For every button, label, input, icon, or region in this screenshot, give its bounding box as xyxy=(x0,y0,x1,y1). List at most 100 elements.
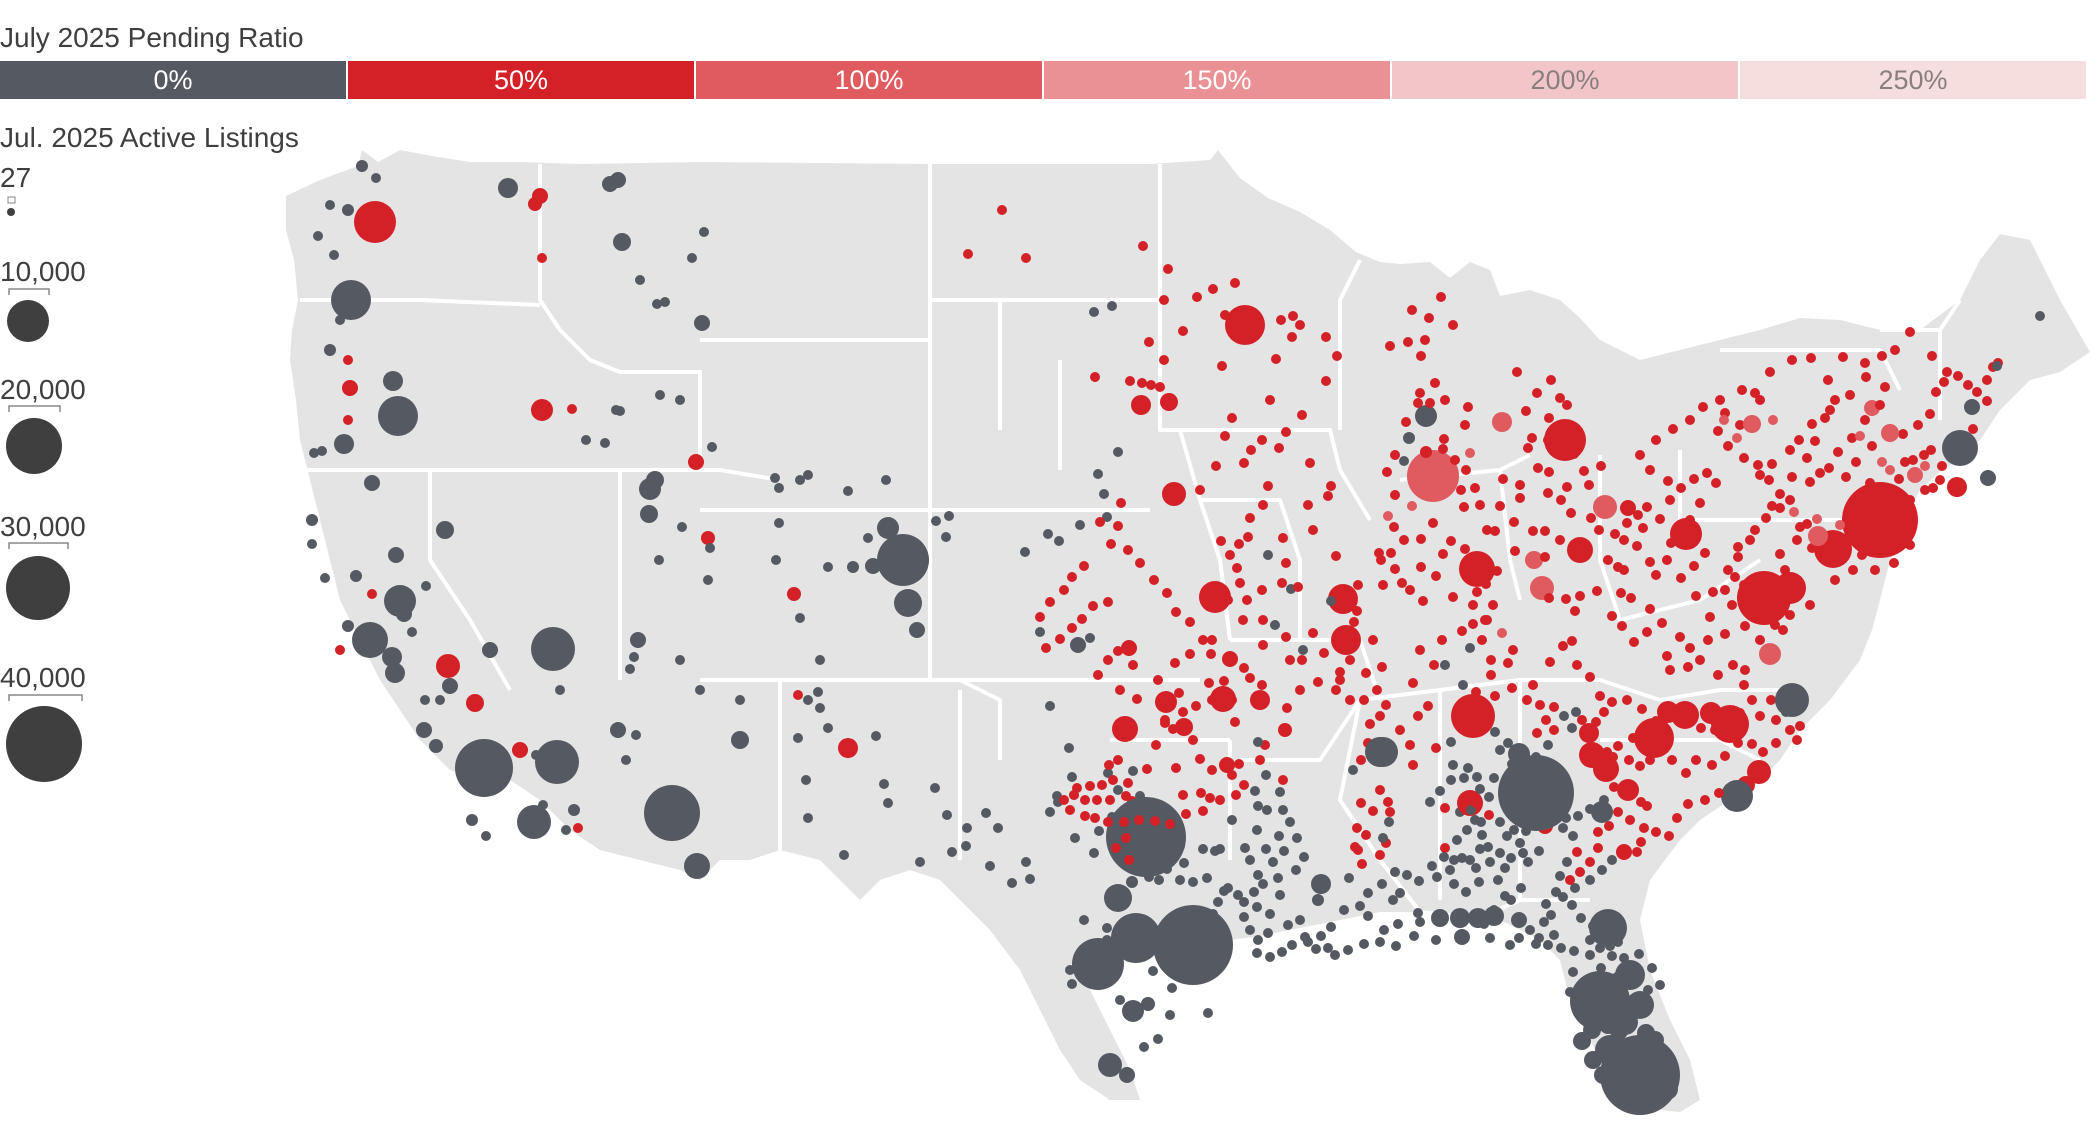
metro-bubble xyxy=(1523,857,1533,867)
metro-bubble xyxy=(1927,351,1937,361)
metro-bubble xyxy=(1275,890,1285,900)
metro-bubble xyxy=(962,823,972,833)
metro-bubble xyxy=(1493,875,1503,885)
metro-bubble xyxy=(1408,678,1418,688)
metro-bubble xyxy=(1475,844,1485,854)
metro-bubble xyxy=(1460,420,1470,430)
metro-bubble xyxy=(1584,480,1594,490)
metro-bubble xyxy=(1805,477,1815,487)
metro-bubble xyxy=(1485,933,1495,943)
metro-bubble xyxy=(1227,815,1237,825)
metro-bubble xyxy=(1142,764,1152,774)
metro-bubble xyxy=(1105,795,1115,805)
metro-bubble xyxy=(1132,694,1142,704)
metro-bubble xyxy=(1279,846,1289,856)
metro-bubble xyxy=(1418,596,1428,606)
metro-bubble xyxy=(1450,908,1470,928)
metro-bubble xyxy=(1407,501,1417,511)
metro-bubble xyxy=(1308,628,1318,638)
metro-bubble xyxy=(420,695,430,705)
metro-bubble xyxy=(1323,491,1333,501)
metro-bubble xyxy=(735,695,745,705)
metro-bubble xyxy=(1219,676,1229,686)
metro-bubble xyxy=(1485,857,1495,867)
metro-bubble xyxy=(1234,539,1244,549)
metro-bubble xyxy=(1495,745,1505,755)
metro-bubble xyxy=(1541,715,1551,725)
metro-bubble xyxy=(1705,612,1715,622)
metro-bubble xyxy=(1664,831,1674,841)
metro-bubble xyxy=(1585,875,1595,885)
metro-bubble xyxy=(1292,833,1302,843)
metro-bubble xyxy=(1732,433,1742,443)
metro-bubble xyxy=(1559,711,1569,721)
metro-bubble xyxy=(1297,410,1307,420)
metro-bubble xyxy=(1113,521,1123,531)
metro-bubble xyxy=(838,738,858,758)
metro-bubble xyxy=(1860,358,1870,368)
metro-bubble xyxy=(1607,697,1617,707)
state-borders xyxy=(292,164,1962,920)
metro-bubble xyxy=(652,299,662,309)
metro-bubble xyxy=(1234,759,1244,769)
metro-bubble xyxy=(1569,449,1579,459)
metro-bubble xyxy=(1657,701,1679,723)
metro-bubble xyxy=(1774,572,1806,604)
metro-bubble xyxy=(1484,810,1494,820)
metro-bubble xyxy=(1500,891,1510,901)
metro-bubble xyxy=(342,204,354,216)
metro-bubble xyxy=(1427,861,1437,871)
metro-bubble xyxy=(1695,655,1705,665)
metro-bubble xyxy=(1595,1035,1625,1065)
metro-bubble xyxy=(1696,723,1706,733)
metro-bubble xyxy=(1281,558,1291,568)
metro-bubble xyxy=(1875,400,1885,410)
metro-bubble xyxy=(350,570,362,582)
metro-bubble xyxy=(1449,855,1459,865)
metro-bubble xyxy=(1195,485,1205,495)
metro-bubble xyxy=(1092,795,1102,805)
metro-bubble xyxy=(1710,725,1720,735)
metro-bubble xyxy=(378,396,418,436)
metro-bubble xyxy=(1326,481,1336,491)
metro-bubble xyxy=(1265,909,1275,919)
metro-bubble xyxy=(1723,565,1733,575)
metro-bubble xyxy=(1926,445,1936,455)
metro-bubble xyxy=(1579,742,1605,768)
metro-bubble xyxy=(1233,890,1243,900)
metro-bubble xyxy=(1207,765,1217,775)
metro-bubble xyxy=(1263,550,1273,560)
metro-bubble xyxy=(1848,565,1858,575)
metro-bubble xyxy=(1498,474,1508,484)
metro-bubble xyxy=(944,511,954,521)
metro-bubble xyxy=(1603,555,1613,565)
metro-bubble xyxy=(1416,351,1426,361)
metro-bubble xyxy=(843,486,853,496)
metro-bubble xyxy=(1253,737,1263,747)
size-legend-label-40000: 40,000 xyxy=(0,662,86,693)
metro-bubble xyxy=(1415,388,1425,398)
metro-bubble xyxy=(1545,657,1555,667)
metro-bubble xyxy=(416,722,432,738)
metro-bubble xyxy=(610,722,626,738)
metro-bubble xyxy=(1639,823,1649,833)
metro-bubble xyxy=(1365,737,1395,767)
metro-bubble xyxy=(1080,795,1090,805)
metro-bubble xyxy=(1767,459,1777,469)
metro-bubble xyxy=(1208,909,1218,919)
metro-bubble xyxy=(1445,865,1455,875)
metro-bubble xyxy=(1089,307,1099,317)
metro-bubble xyxy=(1420,446,1432,458)
metro-bubble xyxy=(1281,632,1291,642)
metro-bubble xyxy=(1295,915,1305,925)
metro-bubble xyxy=(1567,723,1577,733)
metro-bubble xyxy=(801,775,811,785)
metro-bubble xyxy=(324,344,336,356)
metro-bubble xyxy=(1456,485,1466,495)
metro-bubble xyxy=(931,516,941,526)
metro-bubble xyxy=(535,740,579,784)
metro-bubble xyxy=(1867,441,1877,451)
metro-bubble xyxy=(1420,335,1430,345)
metro-bubble xyxy=(1503,658,1513,668)
metro-bubble xyxy=(1093,670,1103,680)
